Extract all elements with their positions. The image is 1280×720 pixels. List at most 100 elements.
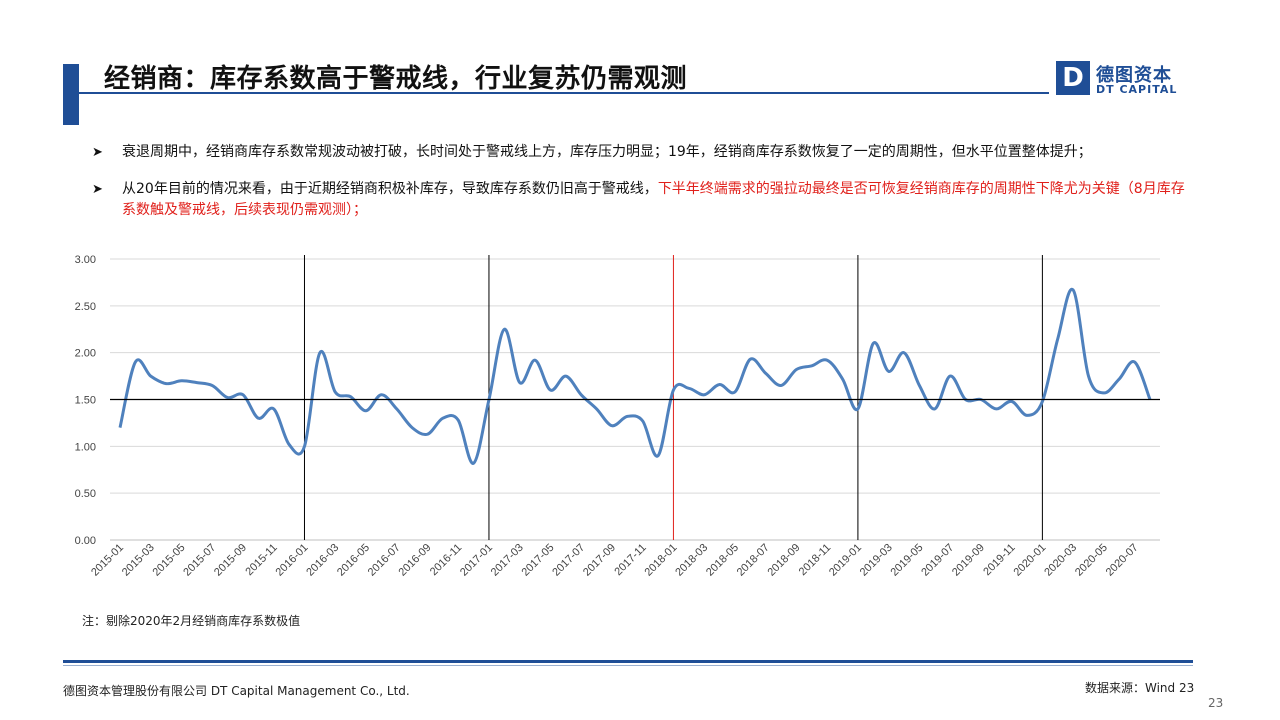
x-tick-label: 2016-11 — [428, 542, 464, 578]
x-tick-label: 2015-11 — [243, 542, 279, 578]
data-point — [657, 454, 660, 457]
x-tick-label: 2020-07 — [1104, 542, 1141, 579]
x-tick-label: 2018-09 — [766, 542, 803, 579]
data-point — [1087, 375, 1090, 378]
x-tick-label: 2017-07 — [550, 542, 587, 579]
data-point — [718, 383, 721, 386]
x-tick-label: 2020-03 — [1042, 542, 1079, 579]
x-tick-label: 2015-05 — [151, 542, 188, 579]
data-point — [1072, 288, 1075, 291]
data-point — [272, 407, 275, 410]
x-tick-label: 2015-03 — [120, 542, 157, 579]
data-point — [672, 389, 675, 392]
y-tick-label: 2.00 — [75, 348, 96, 360]
x-tick-label: 2017-01 — [458, 542, 495, 579]
data-point — [933, 407, 936, 410]
data-point — [995, 407, 998, 410]
footer-rule — [63, 660, 1193, 663]
data-point — [534, 359, 537, 362]
logo-chinese-name: 德图资本 — [1096, 65, 1172, 86]
data-point — [503, 328, 506, 331]
data-point — [795, 368, 798, 371]
chart-note: 注：剔除2020年2月经销商库存系数极值 — [82, 614, 301, 628]
data-point — [1010, 400, 1013, 403]
data-point — [134, 361, 137, 364]
x-tick-label: 2017-11 — [612, 542, 648, 578]
data-point — [119, 426, 122, 429]
data-point — [518, 381, 521, 384]
data-point — [764, 372, 767, 375]
logo: D 德图资本 DT CAPITAL — [1056, 61, 1186, 97]
bullet-list: ➤ 衰退周期中，经销商库存系数常规波动被打破，长时间处于警戒线上方，库存压力明显… — [92, 142, 1192, 237]
y-tick-label: 1.00 — [75, 441, 96, 453]
data-point — [1041, 400, 1044, 403]
y-tick-label: 1.50 — [75, 395, 96, 407]
x-tick-label: 2015-01 — [89, 542, 126, 579]
data-point — [841, 377, 844, 380]
x-tick-label: 2019-03 — [858, 542, 895, 579]
inventory-coefficient-line-chart: 0.000.501.001.502.002.503.002015-012015-… — [75, 254, 1160, 579]
data-point — [826, 359, 829, 362]
y-tick-label: 2.50 — [75, 301, 96, 313]
data-point — [918, 384, 921, 387]
data-point — [626, 415, 629, 418]
data-point — [334, 391, 337, 394]
data-point — [1026, 414, 1029, 417]
data-point — [195, 381, 198, 384]
x-tick-label: 2018-11 — [797, 542, 833, 578]
data-point — [872, 342, 875, 345]
arrow-right-icon: ➤ — [92, 182, 103, 197]
x-tick-label: 2018-07 — [735, 542, 772, 579]
arrow-right-icon: ➤ — [92, 145, 103, 160]
data-point — [887, 370, 890, 373]
data-point — [949, 375, 952, 378]
x-tick-label: 2019-07 — [919, 542, 956, 579]
data-source: 数据来源：Wind 23 — [1085, 681, 1195, 695]
bullet-text-1: 衰退周期中，经销商库存系数常规波动被打破，长时间处于警戒线上方，库存压力明显；1… — [122, 144, 1092, 160]
x-tick-label: 2017-03 — [489, 542, 526, 579]
data-point — [349, 395, 352, 398]
data-point — [241, 393, 244, 396]
data-point — [1118, 377, 1121, 380]
x-tick-label: 2017-05 — [520, 542, 557, 579]
data-point — [411, 426, 414, 429]
data-point — [257, 417, 260, 420]
x-tick-label: 2019-05 — [888, 542, 925, 579]
data-point — [226, 396, 229, 399]
data-point — [780, 384, 783, 387]
y-tick-label: 0.00 — [75, 535, 96, 547]
footer-rule-thin — [63, 665, 1193, 666]
y-tick-label: 3.00 — [75, 254, 96, 266]
x-tick-label: 2018-05 — [704, 542, 741, 579]
data-point — [165, 382, 168, 385]
title-underline — [79, 92, 1049, 94]
data-point — [288, 443, 291, 446]
data-point — [180, 379, 183, 382]
x-tick-label: 2018-01 — [643, 542, 680, 579]
data-point — [395, 407, 398, 410]
x-tick-label: 2016-09 — [397, 542, 434, 579]
x-tick-label: 2020-05 — [1073, 542, 1110, 579]
bullet-highlight-2: 下半年终端需求的强拉动最终是否可恢复经销商库存的周期性下降尤为关键（8月库存系数… — [122, 181, 1185, 218]
bullet-item-2: ➤ 从20年目前的情况来看，由于近期经销商积极补库存，导致库存系数仍旧高于警戒线… — [92, 179, 1192, 221]
x-tick-label: 2016-05 — [335, 542, 372, 579]
data-point — [549, 389, 552, 392]
data-point — [318, 351, 321, 354]
data-point — [564, 375, 567, 378]
data-point — [380, 393, 383, 396]
data-point — [149, 375, 152, 378]
data-point — [457, 419, 460, 422]
data-point — [733, 391, 736, 394]
y-tick-label: 0.50 — [75, 488, 96, 500]
x-tick-label: 2015-07 — [181, 542, 218, 579]
data-point — [687, 387, 690, 390]
data-point — [810, 364, 813, 367]
series-line — [118, 287, 1152, 465]
data-point — [211, 384, 214, 387]
data-point — [580, 393, 583, 396]
x-tick-label: 2018-03 — [673, 542, 710, 579]
title-accent-bar — [63, 64, 79, 125]
data-point — [749, 358, 752, 361]
x-tick-label: 2019-11 — [981, 542, 1017, 578]
company-name: 德图资本管理股份有限公司 DT Capital Management Co., … — [63, 684, 410, 698]
